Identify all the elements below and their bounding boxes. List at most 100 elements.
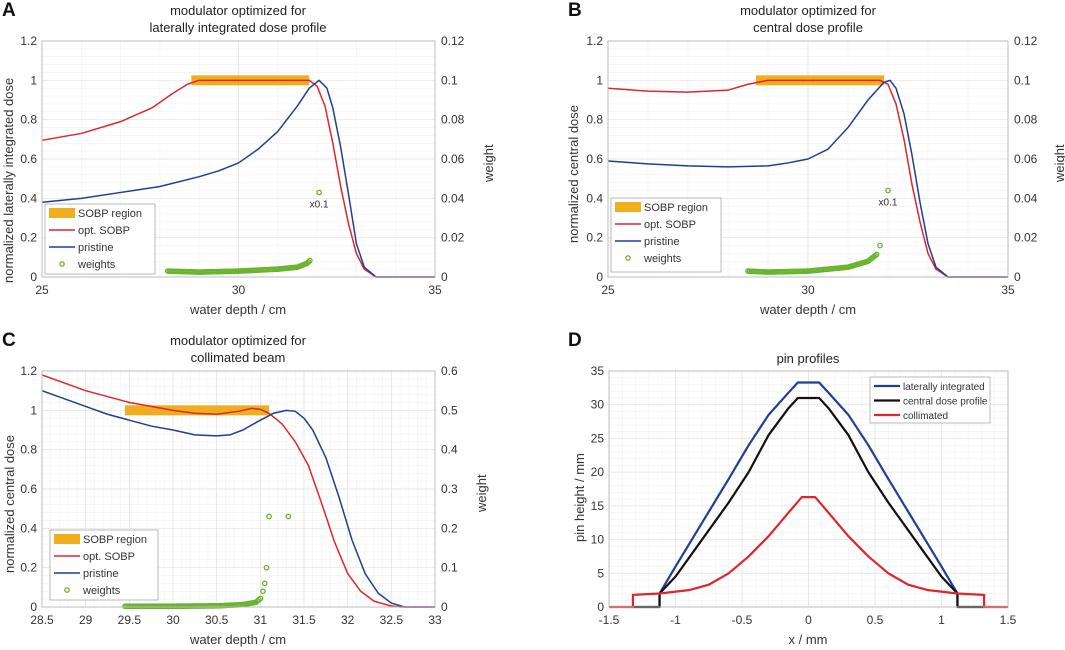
y-tick-label: 10 xyxy=(591,533,605,547)
x-tick-label: 29.5 xyxy=(118,613,142,627)
legend-swatch-marker xyxy=(59,261,65,267)
legend: SOBP region opt. SOBP pristine weights xyxy=(49,529,159,601)
weight-point xyxy=(266,513,272,520)
y-right-tick-label: 0.1 xyxy=(441,73,458,87)
y-tick-label: 25 xyxy=(591,431,605,445)
y-right-tick-label: 0.06 xyxy=(1014,152,1038,166)
y-right-tick-label: 0.1 xyxy=(1014,73,1031,87)
axes-box xyxy=(607,40,1009,278)
legend-swatch-bar xyxy=(49,208,75,218)
y-right-tick-label: 0.6 xyxy=(441,364,458,378)
x-tick-label: 25 xyxy=(601,283,615,297)
y-tick-label: 30 xyxy=(591,398,605,412)
y-right-tick-label: 0.04 xyxy=(1014,191,1038,205)
x-tick-label: 30 xyxy=(232,283,246,297)
x-tick-label: -1.5 xyxy=(599,613,620,627)
xlabel-d: x / mm xyxy=(788,632,828,647)
y-right-tick-label: 0.2 xyxy=(441,521,458,535)
y-tick-label: 1.2 xyxy=(20,34,37,48)
ylabel-right-c: weight xyxy=(474,474,489,512)
y-right-tick-label: 0.08 xyxy=(1014,113,1038,127)
y-tick-label: 1 xyxy=(30,73,37,87)
y-right-tick-label: 0.12 xyxy=(441,34,465,48)
y-right-tick-label: 0 xyxy=(441,270,448,284)
y-right-tick-label: 0.4 xyxy=(441,443,458,457)
legend: SOBP region opt. SOBP pristine weights xyxy=(610,197,722,273)
legend-label: SOBP region xyxy=(78,208,142,220)
y-tick-label: 1 xyxy=(30,403,37,417)
legend-swatch-bar xyxy=(54,534,80,544)
x-tick-label: 0.5 xyxy=(867,613,884,627)
series-line-pristine xyxy=(41,79,435,278)
legend-label: SOBP region xyxy=(83,534,147,546)
y-tick-label: 0.4 xyxy=(586,191,603,205)
axes-box xyxy=(608,370,1009,608)
legend-label: weights xyxy=(82,585,121,597)
legend-swatch-marker xyxy=(64,587,70,593)
x-tick-label: -1 xyxy=(670,613,681,627)
panel-label-c: C xyxy=(2,330,16,351)
annotation-label: x0.1 xyxy=(879,197,898,208)
x-tick-label: 25 xyxy=(35,283,49,297)
x-tick-label: 30 xyxy=(166,613,180,627)
y-tick-label: 0.8 xyxy=(20,443,37,457)
series-line-pristine xyxy=(41,389,435,608)
legend-label: central dose profile xyxy=(903,397,988,408)
legend-label: collimated xyxy=(903,411,948,422)
series-line-central-dose-profile xyxy=(632,396,985,609)
x-tick-label: 35 xyxy=(1001,283,1015,297)
legend-label: weights xyxy=(643,253,682,265)
y-tick-label: 1.2 xyxy=(20,364,37,378)
x-tick-label: 29 xyxy=(79,613,93,627)
y-right-tick-label: 0.3 xyxy=(441,482,458,496)
legend-label: opt. SOBP xyxy=(78,225,130,237)
x-tick-label: -0.5 xyxy=(732,613,753,627)
panel-label-d: D xyxy=(568,330,582,351)
y-tick-label: 0.2 xyxy=(586,231,603,245)
x-tick-label: 31.5 xyxy=(292,613,316,627)
panel-label-a: A xyxy=(2,0,16,21)
x-tick-label: 32 xyxy=(341,613,355,627)
y-tick-label: 1 xyxy=(596,73,603,87)
y-tick-label: 15 xyxy=(591,499,605,513)
title-a-line2: laterally integrated dose profile xyxy=(149,20,327,35)
legend-label: weights xyxy=(77,259,116,271)
series-line-pristine xyxy=(607,79,1008,278)
legend-label: pristine xyxy=(644,236,679,248)
weights-series xyxy=(745,187,891,275)
title-d-line1: pin profiles xyxy=(776,351,840,366)
series-line-opt-sobp xyxy=(41,374,435,608)
weights-series xyxy=(164,189,322,275)
y-right-tick-label: 0 xyxy=(441,600,448,614)
legend-label: laterally integrated xyxy=(903,382,985,393)
title-c-line1: modulator optimized for xyxy=(170,333,306,348)
y-right-tick-label: 0.12 xyxy=(1014,34,1038,48)
y-tick-label: 0 xyxy=(596,270,603,284)
panel-a: 25 30 3500.20.40.60.811.200.020.040.060.08… xyxy=(20,34,464,297)
panel-c: 28.5 29 29.5 30 30.5 31 31.5 32 32.5 3300.20.40.6… xyxy=(20,364,458,627)
ylabel-right-a: weight xyxy=(481,144,496,182)
y-tick-label: 0 xyxy=(597,600,604,614)
y-tick-label: 0.2 xyxy=(20,561,37,575)
x-tick-label: 31 xyxy=(254,613,268,627)
x-tick-label: 0 xyxy=(805,613,812,627)
ylabel-c: normalized central dose xyxy=(2,434,17,573)
weight-point xyxy=(307,257,313,264)
axes-box xyxy=(41,40,436,278)
y-right-tick-label: 0.1 xyxy=(441,561,458,575)
annotation-label: x0.1 xyxy=(310,199,329,210)
ylabel-right-b: weight xyxy=(1052,144,1065,182)
ylabel-b: normalized central dose xyxy=(566,104,581,243)
y-right-tick-label: 0 xyxy=(1014,270,1021,284)
x-tick-label: 32.5 xyxy=(380,613,404,627)
y-tick-label: 0.6 xyxy=(20,152,37,166)
sobp-region-bar xyxy=(124,405,270,416)
xlabel-a: water depth / cm xyxy=(189,302,287,317)
weights-series xyxy=(122,513,292,610)
weight-point xyxy=(877,242,883,249)
ylabel-a: normalized laterally integrated dose xyxy=(1,77,16,283)
y-tick-label: 35 xyxy=(591,364,605,378)
y-right-tick-label: 0.02 xyxy=(1014,231,1038,245)
